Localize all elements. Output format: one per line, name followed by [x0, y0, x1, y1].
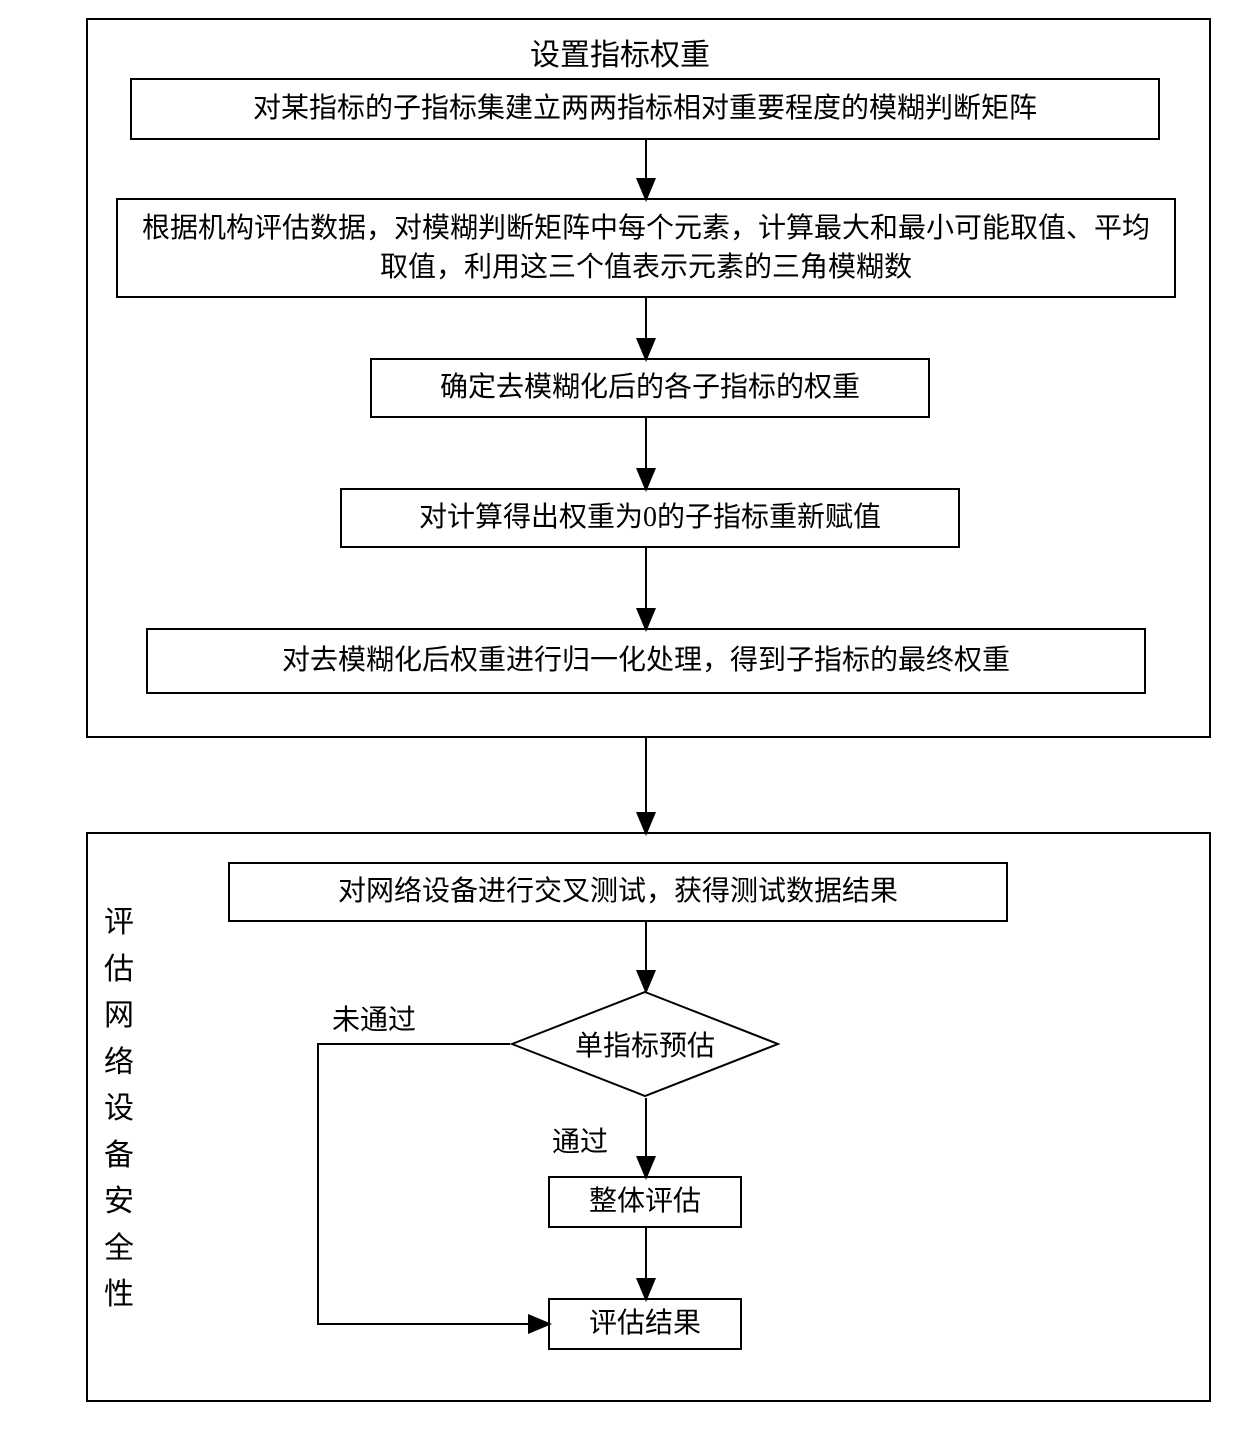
node-cross-test: 对网络设备进行交叉测试，获得测试数据结果	[228, 862, 1008, 922]
node-reassign-zero: 对计算得出权重为0的子指标重新赋值	[340, 488, 960, 548]
node-defuzzify-weights: 确定去模糊化后的各子指标的权重	[370, 358, 930, 418]
node-overall-eval: 整体评估	[548, 1176, 742, 1228]
section-weights-title: 设置指标权重	[0, 30, 1240, 74]
decision-label: 单指标预估	[510, 990, 780, 1098]
node-text: 确定去模糊化后的各子指标的权重	[440, 368, 860, 407]
node-text: 评估结果	[589, 1304, 701, 1343]
node-triangular-fuzzy: 根据机构评估数据，对模糊判断矩阵中每个元素，计算最大和最小可能取值、平均取值，利…	[116, 198, 1176, 298]
node-text: 对计算得出权重为0的子指标重新赋值	[419, 498, 881, 537]
node-text: 对某指标的子指标集建立两两指标相对重要程度的模糊判断矩阵	[253, 89, 1037, 128]
decision-single-metric: 单指标预估	[510, 990, 780, 1098]
edge-label-fail: 未通过	[332, 998, 416, 1038]
node-text: 对网络设备进行交叉测试，获得测试数据结果	[338, 872, 898, 911]
node-text: 对去模糊化后权重进行归一化处理，得到子指标的最终权重	[282, 641, 1010, 680]
section-evaluate-vlabel: 评 估 网 络 设 备 安 全 性	[104, 900, 134, 1319]
node-fuzzy-matrix: 对某指标的子指标集建立两两指标相对重要程度的模糊判断矩阵	[130, 78, 1160, 140]
node-normalize-weights: 对去模糊化后权重进行归一化处理，得到子指标的最终权重	[146, 628, 1146, 694]
node-eval-result: 评估结果	[548, 1298, 742, 1350]
node-text: 整体评估	[589, 1182, 701, 1221]
node-text: 根据机构评估数据，对模糊判断矩阵中每个元素，计算最大和最小可能取值、平均取值，利…	[132, 209, 1160, 287]
edge-label-pass: 通过	[552, 1120, 608, 1160]
